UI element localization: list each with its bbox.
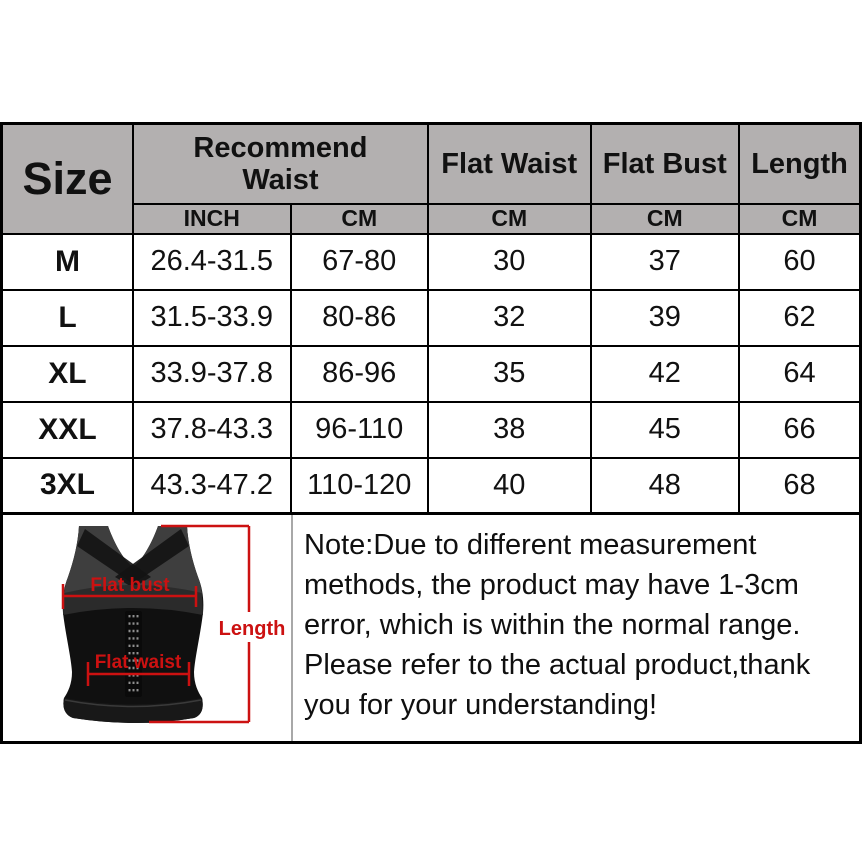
size-row-xl: XL 33.9-37.8 86-96 35 42 64 bbox=[0, 344, 862, 403]
vest-hem-seam bbox=[64, 699, 202, 708]
length-value: 64 bbox=[738, 344, 862, 403]
size-label: L bbox=[0, 288, 134, 347]
flat-bust-value: 37 bbox=[589, 232, 741, 291]
length-value: 62 bbox=[738, 288, 862, 347]
vest-diagram-cell: Flat bust Flat waist Length bbox=[3, 515, 293, 741]
vest-back-strap-right bbox=[115, 529, 189, 586]
flat-bust-value: 42 bbox=[589, 344, 741, 403]
size-label: 3XL bbox=[0, 456, 134, 515]
flat-bust-value: 45 bbox=[589, 400, 741, 459]
header-flat-waist: Flat Waist bbox=[426, 122, 592, 205]
measurement-info-section: Flat bust Flat waist Length Note:Due to … bbox=[0, 515, 862, 744]
flat-waist-value: 30 bbox=[426, 232, 592, 291]
waist-inch-value: 31.5-33.9 bbox=[131, 288, 292, 347]
unit-inch: INCH bbox=[131, 202, 292, 235]
flat-bust-label: Flat bust bbox=[90, 575, 170, 596]
flat-waist-value: 40 bbox=[426, 456, 592, 515]
waist-inch-value: 33.9-37.8 bbox=[131, 344, 292, 403]
header-recommend-waist: Recommend Waist bbox=[131, 122, 429, 205]
note-text-block: Note:Due to different measurement method… bbox=[293, 515, 859, 741]
size-label: XL bbox=[0, 344, 134, 403]
waist-cm-value: 96-110 bbox=[289, 400, 429, 459]
length-value: 66 bbox=[738, 400, 862, 459]
flat-waist-value: 38 bbox=[426, 400, 592, 459]
note-line: you for your understanding! bbox=[304, 689, 658, 721]
size-label: M bbox=[0, 232, 134, 291]
vest-chest-band bbox=[63, 585, 203, 615]
waist-inch-value: 37.8-43.3 bbox=[131, 400, 292, 459]
note-line: Please refer to the actual product,thank bbox=[304, 649, 811, 681]
annotation-lines bbox=[61, 524, 251, 724]
note-line: Note:Due to different measurement bbox=[304, 529, 757, 561]
length-label: Length bbox=[219, 618, 286, 640]
unit-cm-flat-waist: CM bbox=[426, 202, 592, 235]
header-row-main: Size Recommend Waist Flat Waist Flat Bus… bbox=[0, 122, 862, 235]
flat-waist-value: 32 bbox=[426, 288, 592, 347]
unit-cm-flat-bust: CM bbox=[589, 202, 741, 235]
waist-inch-value: 26.4-31.5 bbox=[131, 232, 292, 291]
waist-cm-value: 86-96 bbox=[289, 344, 429, 403]
size-row-m: M 26.4-31.5 67-80 30 37 60 bbox=[0, 232, 862, 291]
length-value: 60 bbox=[738, 232, 862, 291]
waist-cm-value: 110-120 bbox=[289, 456, 429, 515]
flat-waist-label: Flat waist bbox=[95, 652, 182, 673]
waist-inch-value: 43.3-47.2 bbox=[131, 456, 292, 515]
note-line: error, which is within the normal range. bbox=[304, 609, 801, 641]
header-recommend-waist-label: Recommend Waist bbox=[193, 131, 368, 196]
header-flat-bust: Flat Bust bbox=[589, 122, 741, 205]
size-row-xxl: XXL 37.8-43.3 96-110 38 45 66 bbox=[0, 400, 862, 459]
size-row-3xl: 3XL 43.3-47.2 110-120 40 48 68 bbox=[0, 456, 862, 515]
length-value: 68 bbox=[738, 456, 862, 515]
flat-waist-value: 35 bbox=[426, 344, 592, 403]
waist-cm-value: 67-80 bbox=[289, 232, 429, 291]
flat-bust-value: 39 bbox=[589, 288, 741, 347]
header-row-units: INCH CM CM CM CM bbox=[2, 202, 862, 235]
vest-diagram: Flat bust Flat waist Length bbox=[61, 524, 286, 724]
size-label: XXL bbox=[0, 400, 134, 459]
chart-wrapper: Size Recommend Waist Flat Waist Flat Bus… bbox=[0, 122, 862, 744]
header-length: Length bbox=[738, 122, 862, 205]
waist-cm-value: 80-86 bbox=[289, 288, 429, 347]
header-size: Size bbox=[0, 122, 134, 235]
unit-cm-length: CM bbox=[738, 202, 862, 235]
unit-cm-recommend: CM bbox=[289, 202, 429, 235]
flat-bust-value: 48 bbox=[589, 456, 741, 515]
note-line: methods, the product may have 1-3cm bbox=[304, 569, 799, 601]
size-chart-table: Size Recommend Waist Flat Waist Flat Bus… bbox=[0, 122, 862, 515]
size-row-l: L 31.5-33.9 80-86 32 39 62 bbox=[0, 288, 862, 347]
